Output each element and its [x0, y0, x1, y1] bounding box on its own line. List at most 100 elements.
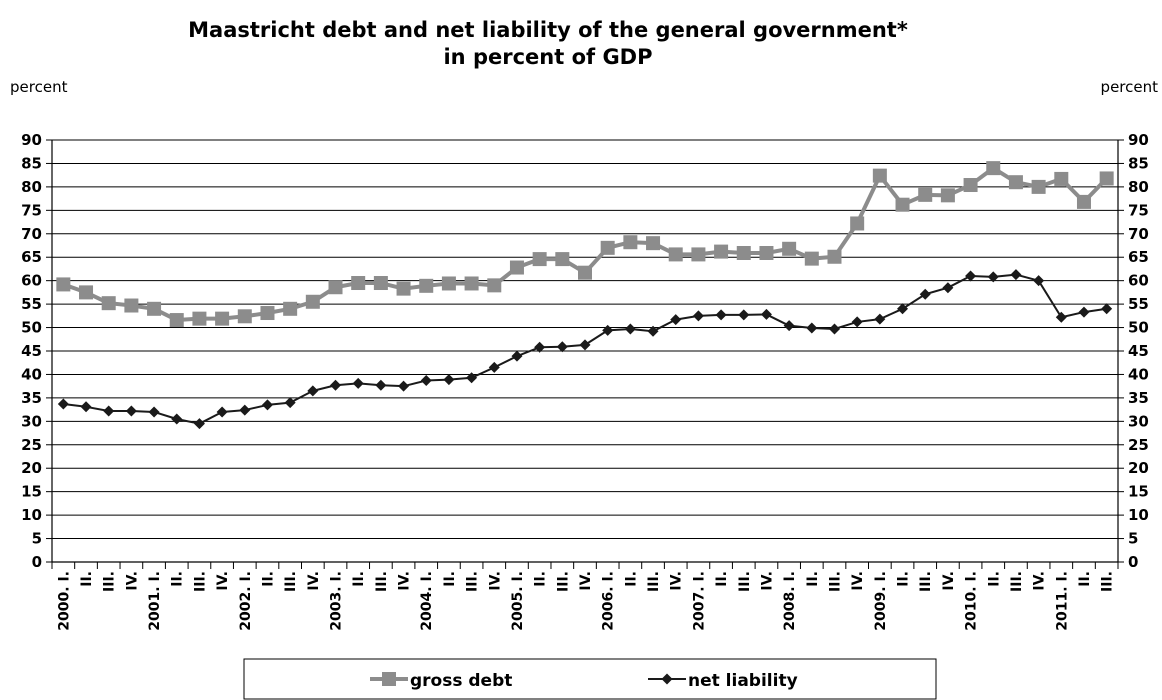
y-tick-label-right: 5 — [1128, 530, 1138, 548]
x-tick-label: 2005. I. — [510, 571, 526, 631]
y-tick-label-right: 45 — [1128, 342, 1149, 360]
data-point — [1099, 171, 1114, 186]
y-tick-label-left: 85 — [21, 154, 42, 172]
x-tick-label: IV. — [487, 571, 503, 591]
data-point — [986, 161, 1001, 176]
data-point — [804, 251, 819, 266]
data-point — [579, 339, 591, 351]
data-point — [670, 314, 682, 326]
x-tick-label: III. — [646, 571, 662, 592]
y-tick-label-right: 60 — [1128, 272, 1149, 290]
legend-label: net liability — [688, 671, 798, 691]
x-tick-label: II. — [805, 571, 821, 587]
y-tick-label-left: 30 — [21, 412, 42, 430]
x-tick-label: II. — [986, 571, 1002, 587]
y-tick-label-left: 5 — [32, 530, 42, 548]
data-point — [193, 418, 205, 430]
y-tick-label-left: 40 — [21, 365, 42, 383]
data-point — [942, 282, 954, 294]
data-point — [80, 401, 92, 413]
y-tick-label-right: 40 — [1128, 365, 1149, 383]
x-tick-label: III. — [465, 571, 481, 592]
series-net-liability — [57, 269, 1113, 430]
y-tick-label-right: 75 — [1128, 201, 1149, 219]
x-tick-label: III. — [827, 571, 843, 592]
y-tick-label-left: 10 — [21, 506, 42, 524]
y-tick-label-left: 25 — [21, 436, 42, 454]
data-point — [373, 276, 388, 291]
data-point — [396, 281, 411, 296]
data-point — [715, 309, 727, 321]
data-point — [103, 405, 115, 417]
y-tick-label-right: 70 — [1128, 225, 1149, 243]
y-ticks-right: 0 5 10 15 20 25 30 35 40 45 50 55 60 65 70 75 80 85 90 — [1128, 131, 1149, 571]
data-point — [661, 673, 673, 685]
y-tick-label-left: 0 — [32, 553, 42, 571]
data-point — [759, 246, 774, 261]
x-tick-label: 2003. I. — [329, 571, 345, 631]
y-tick-label-left: 60 — [21, 272, 42, 290]
data-point — [556, 341, 568, 353]
x-tick-label: III. — [102, 571, 118, 592]
y-tick-label-left: 55 — [21, 295, 42, 313]
data-point — [441, 276, 456, 291]
data-point — [691, 247, 706, 262]
legend-item: net liability — [648, 671, 798, 691]
data-point — [1078, 306, 1090, 318]
legend-label: gross debt — [410, 671, 512, 691]
data-point — [783, 320, 795, 332]
data-point — [736, 246, 751, 261]
data-point — [351, 276, 366, 291]
x-tick-label: II. — [442, 571, 458, 587]
x-tick-label: II. — [1077, 571, 1093, 587]
y-tick-label-left: 35 — [21, 389, 42, 407]
x-tick-label: 2001. I. — [147, 571, 163, 631]
data-point — [57, 398, 69, 410]
data-point — [239, 404, 251, 416]
x-tick-label: II. — [533, 571, 549, 587]
y-tick-label-left: 90 — [21, 131, 42, 149]
data-point — [827, 249, 842, 264]
data-point — [79, 285, 94, 300]
chart-title: Maastricht debt and net liability of the… — [188, 18, 908, 42]
data-point — [284, 397, 296, 409]
series-layer — [56, 161, 1114, 430]
y-tick-label-left: 70 — [21, 225, 42, 243]
gridlines — [52, 139, 1118, 563]
series-gross-debt — [56, 161, 1114, 328]
data-point — [668, 247, 683, 262]
data-point — [555, 252, 570, 267]
data-point — [874, 313, 886, 325]
data-point — [487, 278, 502, 293]
x-tick-label: 2007. I. — [691, 571, 707, 631]
y-axis-label-right: percent — [1101, 78, 1159, 96]
x-tick-label: IV. — [850, 571, 866, 591]
x-tick-label: III. — [1009, 571, 1025, 592]
data-point — [897, 303, 909, 315]
y-tick-label-right: 35 — [1128, 389, 1149, 407]
x-tick-label: II. — [896, 571, 912, 587]
data-point — [171, 413, 183, 425]
data-point — [806, 322, 818, 334]
y-tick-label-right: 55 — [1128, 295, 1149, 313]
data-point — [987, 271, 999, 283]
data-point — [919, 288, 931, 300]
y-tick-label-left: 45 — [21, 342, 42, 360]
x-tick-label: IV. — [306, 571, 322, 591]
data-point — [600, 240, 615, 255]
x-tick-label: IV. — [124, 571, 140, 591]
y-tick-label-right: 10 — [1128, 506, 1149, 524]
y-tick-label-left: 65 — [21, 248, 42, 266]
data-point — [647, 325, 659, 337]
data-point — [169, 313, 184, 328]
data-point — [1010, 269, 1022, 281]
data-point — [352, 377, 364, 389]
data-point — [509, 260, 524, 275]
data-point — [56, 277, 71, 292]
x-tick-label: IV. — [759, 571, 775, 591]
y-tick-label-right: 65 — [1128, 248, 1149, 266]
y-tick-label-left: 20 — [21, 459, 42, 477]
data-point — [714, 244, 729, 259]
data-point — [375, 379, 387, 391]
data-point — [101, 296, 116, 311]
